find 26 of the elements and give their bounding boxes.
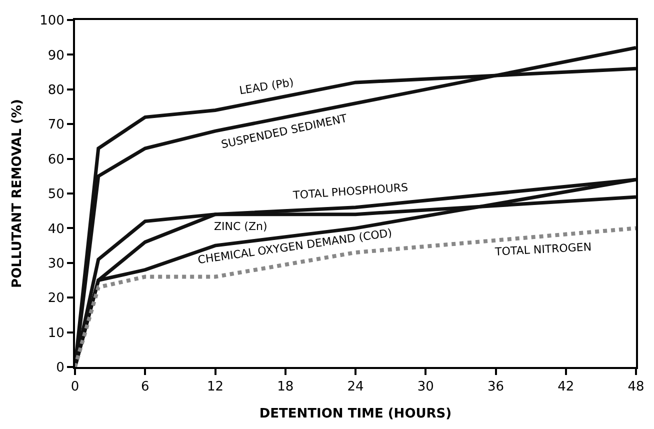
x-tick-label: 36 [487, 380, 504, 395]
y-tick-label: 20 [48, 291, 64, 306]
y-tick-label: 70 [48, 118, 64, 133]
y-axis-title: POLLUTANT REMOVAL (%) [10, 99, 26, 288]
x-tick-label: 6 [140, 380, 150, 395]
y-tick-label: 40 [48, 222, 64, 237]
x-tick-label: 30 [417, 380, 434, 395]
y-tick-label: 0 [56, 360, 64, 376]
x-tick-label: 0 [70, 380, 80, 395]
series-label: TOTAL NITROGEN [494, 240, 592, 259]
y-tick-label: 100 [40, 14, 64, 29]
x-tick-label: 12 [206, 380, 224, 395]
series-label: TOTAL PHOSPHOURS [292, 180, 408, 202]
x-tick-label: 24 [347, 380, 364, 395]
x-tick-label: 18 [277, 380, 294, 395]
series-label: ZINC (Zn) [214, 220, 268, 233]
y-tick-label: 80 [48, 82, 64, 98]
text: LEAD (Pb) [238, 76, 295, 98]
y-tick-label: 90 [48, 48, 64, 64]
y-tick-label: 60 [48, 152, 64, 168]
x-axis-title: DETENTION TIME (HOURS) [259, 406, 452, 422]
y-tick-label: 30 [48, 256, 64, 272]
x-tick-label: 42 [558, 380, 574, 395]
x-tick-label: 48 [628, 380, 644, 395]
y-tick-label: 10 [48, 326, 64, 341]
y-tick-label: 50 [48, 187, 64, 202]
